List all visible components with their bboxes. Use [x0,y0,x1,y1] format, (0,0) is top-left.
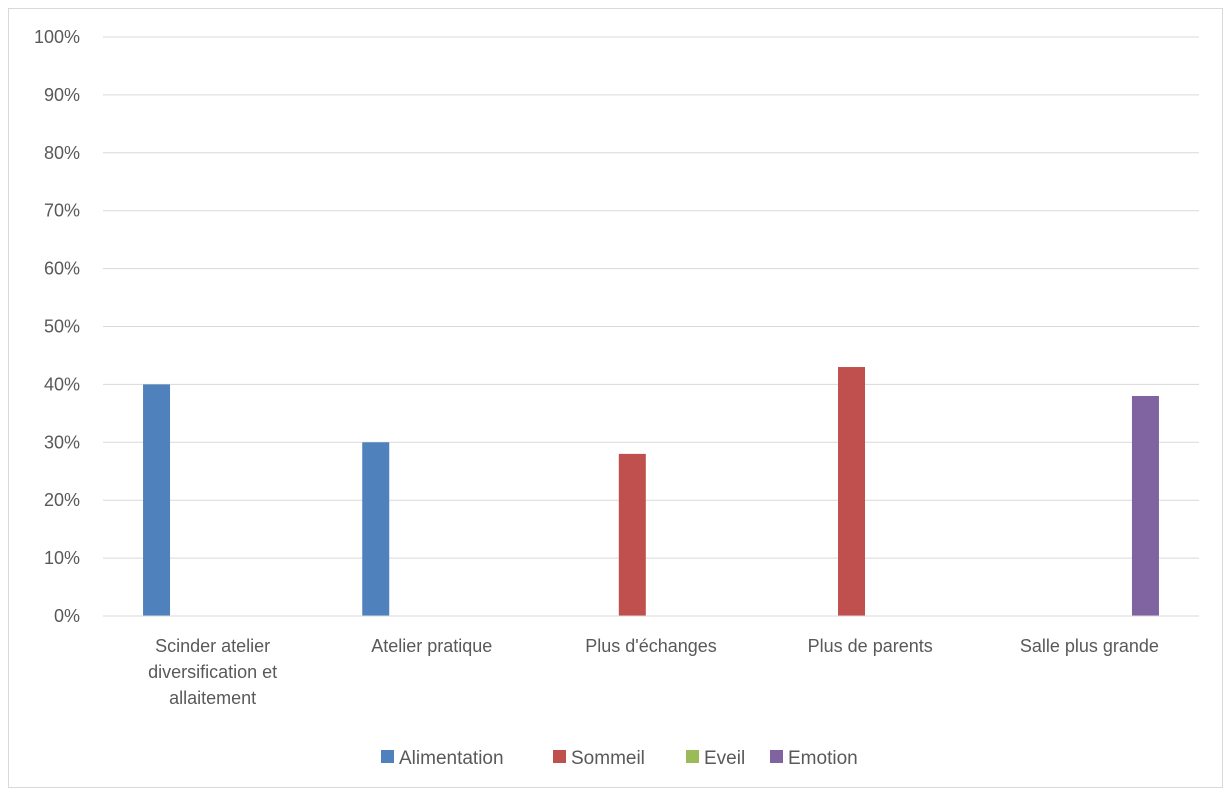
y-tick-label: 30% [44,432,80,452]
legend-label-emotion: Emotion [788,748,858,769]
x-category-label: Salle plus grande [1020,636,1159,656]
y-tick-label: 10% [44,548,80,568]
y-axis-ticks: 0% 10% 20% 30% 40% 50% 60% 70% 80% 90% 100% [34,27,80,626]
chart-frame [8,8,1223,788]
x-category-label: Plus d'échanges [585,636,717,656]
y-tick-label: 100% [34,27,80,47]
x-category-label: Atelier pratique [371,636,492,656]
y-tick-label: 60% [44,259,80,279]
bar-alimentation [362,442,390,616]
legend-swatch-alimentation [381,750,394,763]
y-tick-label: 40% [44,374,80,394]
y-tick-label: 80% [44,143,80,163]
legend: Alimentation Sommeil Eveil Emotion [381,748,858,769]
bars [143,367,1159,616]
x-category-label: Plus de parents [808,636,933,656]
legend-label-sommeil: Sommeil [571,748,645,769]
y-tick-label: 20% [44,490,80,510]
y-tick-label: 70% [44,201,80,221]
x-category-label: Scinder atelier diversification et allaite… [148,636,277,708]
legend-swatch-sommeil [553,750,566,763]
y-tick-label: 90% [44,85,80,105]
bar-sommeil [618,453,646,616]
bar-emotion [1131,395,1159,616]
bar-alimentation [143,384,171,616]
legend-swatch-eveil [686,750,699,763]
legend-label-alimentation: Alimentation [399,748,504,769]
bar-sommeil [838,367,866,616]
legend-swatch-emotion [770,750,783,763]
y-tick-label: 50% [44,317,80,337]
legend-label-eveil: Eveil [704,748,745,769]
y-tick-label: 0% [54,606,80,626]
grid-lines [103,36,1199,559]
x-axis-categories: Scinder atelier diversification et allaite… [148,636,1159,708]
